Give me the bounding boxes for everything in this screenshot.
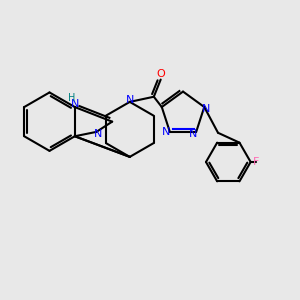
Text: H: H bbox=[68, 93, 75, 103]
Text: O: O bbox=[156, 69, 165, 80]
Text: N: N bbox=[70, 100, 79, 110]
Text: N: N bbox=[94, 129, 102, 139]
Text: F: F bbox=[253, 157, 259, 167]
Text: N: N bbox=[126, 95, 134, 105]
Text: N: N bbox=[188, 129, 197, 139]
Text: N: N bbox=[161, 127, 170, 137]
Text: N: N bbox=[202, 104, 210, 114]
